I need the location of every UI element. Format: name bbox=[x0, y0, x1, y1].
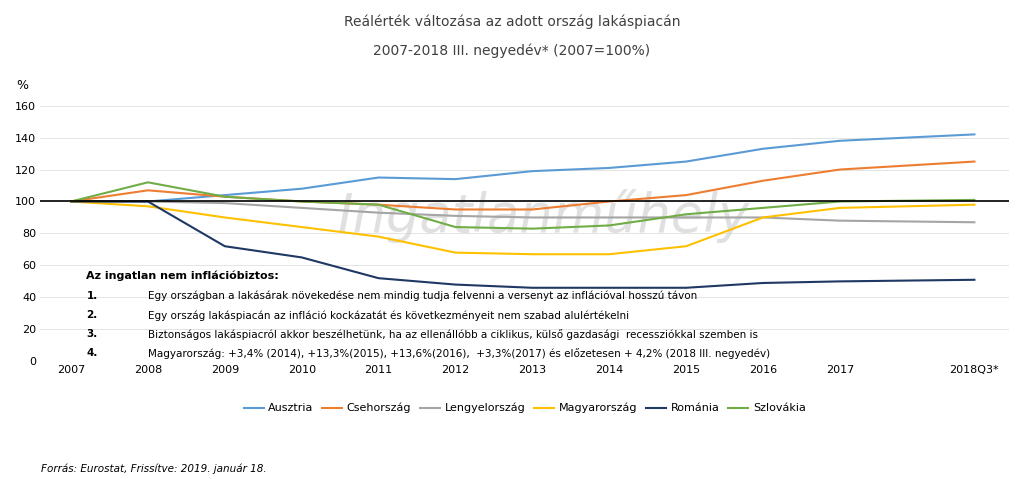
Legend: Ausztria, Csehország, Lengyelország, Magyarország, Románia, Szlovákia: Ausztria, Csehország, Lengyelország, Mag… bbox=[240, 399, 810, 418]
Text: 2007-2018 III. negyedév* (2007=100%): 2007-2018 III. negyedév* (2007=100%) bbox=[374, 43, 650, 57]
Text: Forrás: Eurostat, Frissítve: 2019. január 18.: Forrás: Eurostat, Frissítve: 2019. januá… bbox=[41, 464, 266, 474]
Text: 3.: 3. bbox=[86, 329, 97, 339]
Text: Magyarország: +3,4% (2014), +13,3%(2015), +13,6%(2016),  +3,3%(2017) és előzetes: Magyarország: +3,4% (2014), +13,3%(2015)… bbox=[147, 349, 770, 359]
Text: Egy ország lakáspiacán az infláció kockázatát és következményeit nem szabad alul: Egy ország lakáspiacán az infláció kocká… bbox=[147, 310, 629, 320]
Text: 1.: 1. bbox=[86, 291, 97, 301]
Text: 4.: 4. bbox=[86, 349, 98, 358]
Text: Egy országban a lakásárak növekedése nem mindig tudja felvenni a versenyt az inf: Egy országban a lakásárak növekedése nem… bbox=[147, 291, 697, 301]
Text: 2.: 2. bbox=[86, 310, 97, 320]
Text: %: % bbox=[16, 80, 28, 92]
Text: Az ingatlan nem inflációbiztos:: Az ingatlan nem inflációbiztos: bbox=[86, 270, 280, 281]
Text: Ingatlanműhely: Ingatlanműhely bbox=[338, 189, 751, 243]
Text: Biztonságos lakáspiacról akkor beszélhetünk, ha az ellenállóbb a ciklikus, külső: Biztonságos lakáspiacról akkor beszélhet… bbox=[147, 329, 758, 340]
Text: Reálérték változása az adott ország lakáspiacán: Reálérték változása az adott ország laká… bbox=[344, 14, 680, 29]
